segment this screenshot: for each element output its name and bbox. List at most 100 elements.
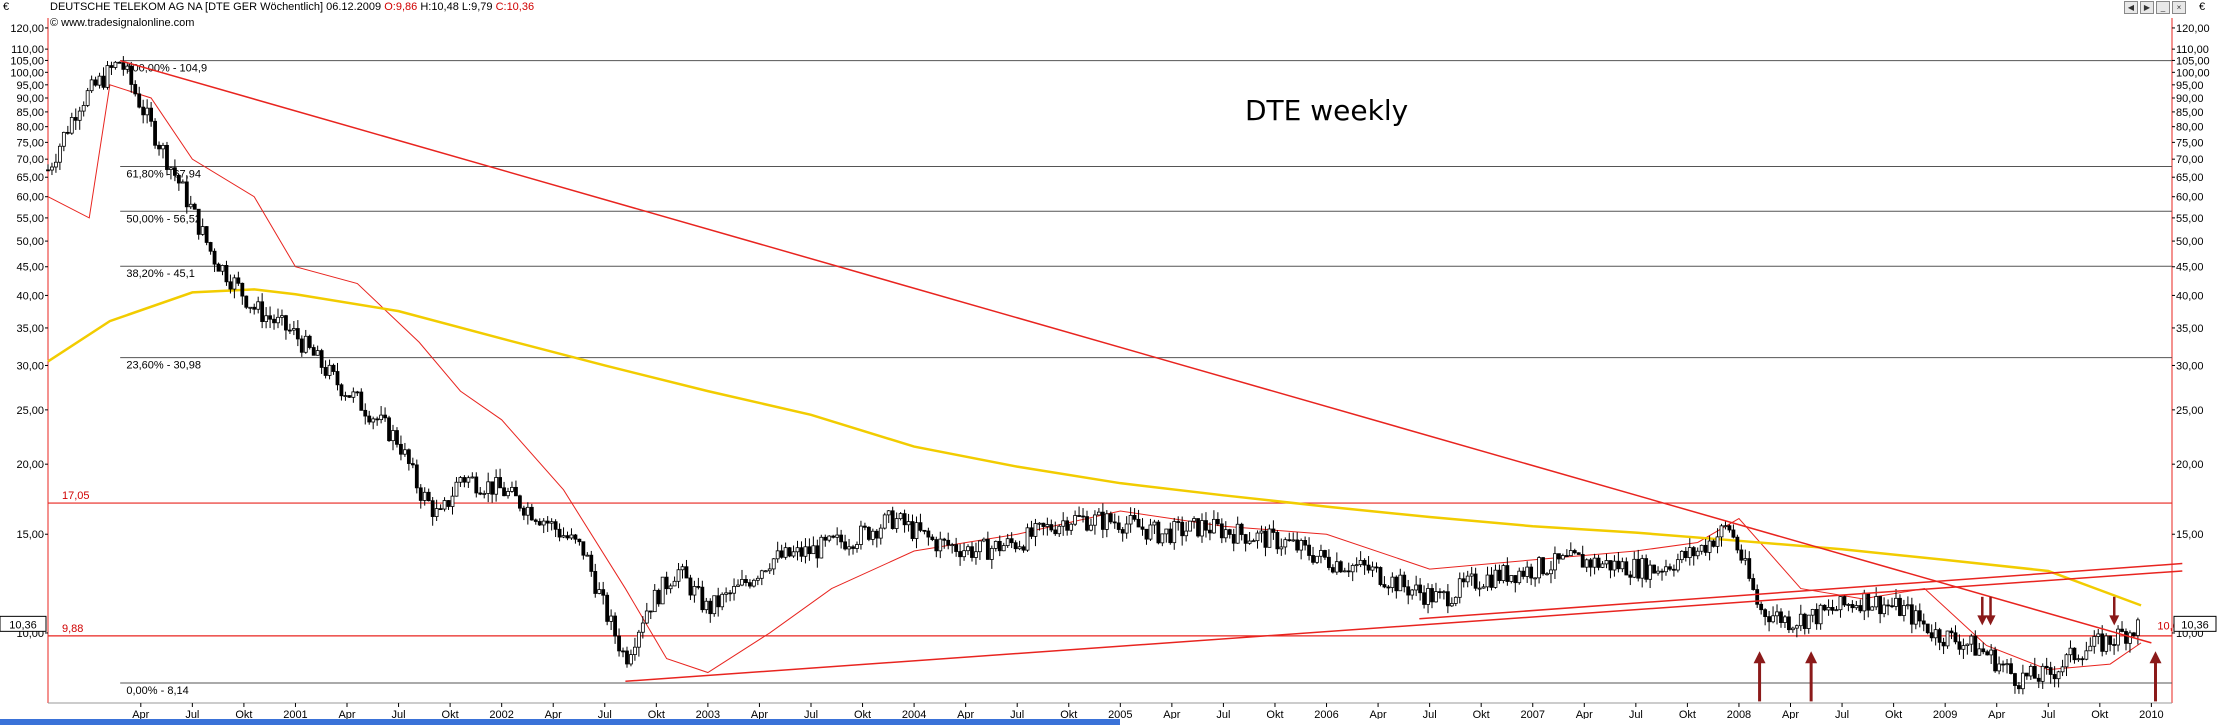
candle-body (494, 477, 499, 495)
candle-body (1941, 641, 1946, 647)
candle-body (1834, 609, 1839, 612)
candle-body (1632, 558, 1637, 578)
candle-body (272, 318, 276, 324)
candle-body (847, 546, 851, 550)
candle-body (700, 586, 705, 611)
candle-body (228, 281, 233, 290)
candle-body (319, 350, 324, 368)
scroll-right-icon[interactable]: ▶ (2140, 1, 2154, 14)
candle-body (1814, 609, 1819, 625)
candle-body (1711, 540, 1716, 547)
candle-body (1418, 584, 1423, 594)
candle-body (1251, 540, 1256, 543)
candle-body (831, 535, 836, 538)
candle-body (1124, 523, 1129, 534)
low-value: L:9,79 (461, 1, 493, 13)
candle-body (1549, 569, 1553, 575)
close-icon[interactable]: × (2172, 1, 2186, 14)
candle-body (383, 414, 387, 419)
candle-body (1767, 616, 1771, 623)
candle-body (839, 534, 844, 543)
candle-body (1679, 550, 1684, 561)
candle-body (966, 546, 970, 552)
candle-body (1652, 564, 1656, 574)
candle-body (359, 391, 364, 411)
candle-body (426, 491, 431, 502)
candle-body (2009, 663, 2013, 674)
candle-body (1422, 592, 1426, 605)
candle-body (1620, 561, 1625, 570)
candle-body (109, 65, 114, 68)
candle-body (1025, 527, 1030, 551)
candle-body (633, 646, 637, 655)
candle-body (1529, 566, 1534, 579)
candle-body (1211, 518, 1216, 534)
x-tick-label: Apr (1988, 709, 2005, 721)
candle-body (1402, 574, 1407, 588)
x-tick-label: Jul (185, 709, 199, 721)
candle-body (506, 491, 510, 497)
y-tick-label-left: 85,00 (16, 107, 44, 119)
candle-body (105, 65, 110, 88)
candle-body (1969, 635, 1974, 645)
candle-body (2005, 663, 2009, 666)
candle-body (1830, 607, 1835, 611)
candle-body (157, 144, 161, 150)
candle-body (1592, 557, 1597, 568)
candle-body (894, 518, 899, 529)
candle-body (1771, 615, 1775, 623)
candle-body (1378, 567, 1383, 585)
candle-body (1219, 523, 1224, 539)
fib-level-label: 100,00% - 104,9 (126, 63, 207, 75)
candle-body (728, 592, 732, 595)
candle-body (589, 554, 594, 572)
candle-body (161, 144, 165, 150)
x-tick-label: 2003 (696, 709, 720, 721)
x-tick-label: Apr (751, 709, 768, 721)
candle-body (744, 579, 748, 584)
y-tick-label-right: 105,00 (2176, 55, 2210, 67)
candle-body (1616, 560, 1621, 570)
candle-body (355, 391, 360, 394)
scroll-left-icon[interactable]: ◀ (2124, 1, 2138, 14)
candle-body (1259, 530, 1264, 534)
candle-body (2084, 650, 2089, 660)
fib-level-label: 50,00% - 56,52 (126, 213, 201, 225)
candle-body (1077, 515, 1081, 517)
candle-body (672, 580, 677, 587)
candle-body (2080, 658, 2085, 661)
candle-body (375, 418, 380, 421)
candle-body (1822, 604, 1827, 611)
x-tick-label: Apr (338, 709, 355, 721)
candle-body (1319, 550, 1323, 557)
candle-body (1644, 558, 1649, 580)
y-tick-label-right: 90,00 (2176, 93, 2204, 105)
title-bar: € € DEUTSCHE TELEKOM AG NA [DTE GER Wöch… (0, 0, 2218, 18)
x-tick-label: Apr (957, 709, 974, 721)
candle-body (1311, 555, 1315, 563)
candle-body (1136, 518, 1141, 528)
candle-body (1029, 527, 1034, 537)
candle-body (851, 546, 855, 549)
candle-body (974, 551, 978, 558)
candle-body (1584, 559, 1589, 568)
up-arrow-icon (2149, 651, 2162, 664)
candle-body (553, 521, 558, 530)
candle-body (807, 546, 812, 555)
candle-body (1144, 528, 1149, 540)
candle-body (1751, 578, 1756, 590)
candle-body (1045, 524, 1050, 527)
candle-body (1204, 520, 1208, 531)
candle-body (2092, 636, 2097, 647)
window-controls: ◀ ▶ _ × (2124, 1, 2186, 14)
last-value-label-right: 10,36 (2181, 619, 2209, 631)
candle-body (1350, 565, 1355, 573)
up-trend-2-line (1419, 562, 2183, 620)
candle-body (1790, 627, 1795, 631)
minimize-icon[interactable]: _ (2156, 1, 2170, 14)
y-tick-label-right: 80,00 (2176, 122, 2204, 134)
x-tick-label: 2008 (1727, 709, 1751, 721)
down-arrow-icon (1977, 615, 1988, 626)
candle-body (625, 650, 629, 665)
